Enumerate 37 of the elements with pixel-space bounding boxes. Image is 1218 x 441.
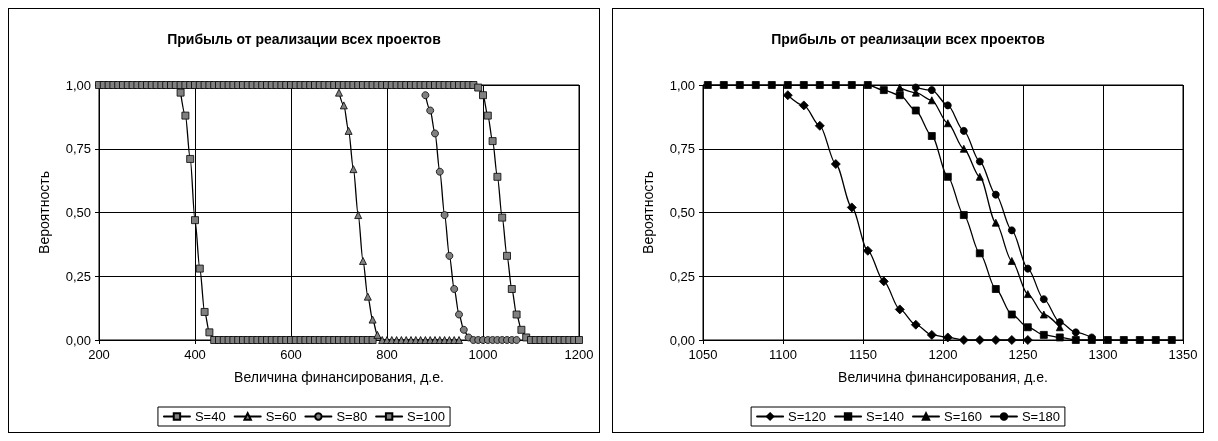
chart-title: Прибыль от реализации всех проектов — [167, 31, 442, 47]
y-tick-label: 0,75 — [669, 141, 695, 157]
legend-label: S=140 — [866, 409, 904, 424]
x-axis-title: Величина финансирования, д.е. — [838, 369, 1048, 385]
y-tick-label: 0,00 — [669, 332, 695, 348]
x-tick-label: 1000 — [468, 347, 498, 362]
legend-label: S=120 — [788, 409, 827, 424]
y-axis-title: Вероятность — [640, 171, 656, 254]
x-tick-label: 1300 — [1088, 347, 1118, 362]
y-tick-label: 0,50 — [669, 205, 695, 220]
x-tick-label: 1200 — [564, 347, 594, 362]
x-tick-label: 800 — [376, 347, 398, 362]
legend-label: S=60 — [265, 409, 297, 424]
y-tick-label: 0,25 — [65, 268, 91, 284]
chart-title: Прибыль от реализации всех проектов — [771, 31, 1046, 47]
y-tick-label: 1,00 — [669, 77, 695, 93]
y-tick-label: 0,75 — [65, 141, 91, 157]
y-tick-label: 0,25 — [669, 268, 695, 284]
legend-label: S=40 — [194, 409, 226, 424]
x-tick-label: 1250 — [1008, 347, 1038, 362]
x-tick-label: 1200 — [928, 347, 958, 362]
y-axis-title: Вероятность — [36, 171, 52, 254]
x-axis-title: Величина финансирования, д.е. — [234, 369, 444, 385]
x-tick-label: 1050 — [688, 347, 718, 362]
x-tick-label: 600 — [280, 347, 302, 362]
legend-label: S=180 — [1021, 409, 1060, 424]
legend-label: S=80 — [336, 409, 368, 424]
x-tick-label: 200 — [88, 347, 110, 362]
legend-label: S=160 — [944, 409, 982, 424]
y-tick-label: 0,50 — [65, 205, 91, 220]
x-tick-label: 400 — [184, 347, 206, 362]
x-tick-label: 1150 — [849, 347, 877, 362]
y-tick-label: 0,00 — [65, 332, 91, 348]
x-tick-label: 1100 — [769, 347, 797, 362]
x-tick-label: 1350 — [1168, 347, 1198, 362]
y-tick-label: 1,00 — [65, 77, 91, 93]
legend-label: S=100 — [407, 409, 446, 424]
